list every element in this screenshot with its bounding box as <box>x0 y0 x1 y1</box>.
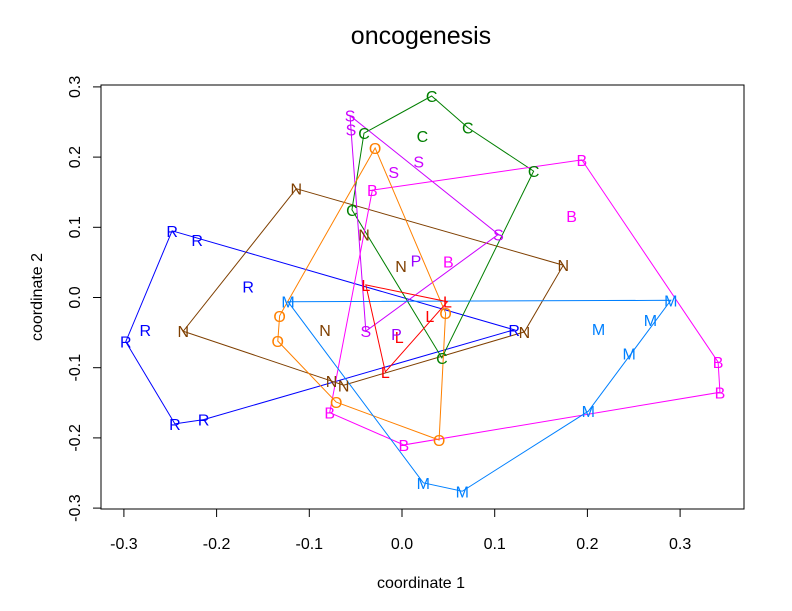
point-R: R <box>242 279 254 296</box>
point-P: P <box>411 253 422 270</box>
point-S: S <box>413 154 424 171</box>
point-S: S <box>345 109 356 126</box>
y-tick-label: 0.2 <box>67 146 84 168</box>
point-M: M <box>592 322 605 339</box>
point-O: O <box>273 309 285 326</box>
point-N: N <box>291 182 303 199</box>
hull-C <box>351 95 535 359</box>
x-tick-label: 0.1 <box>484 536 506 553</box>
point-O: O <box>272 334 284 351</box>
point-L: L <box>425 309 434 326</box>
y-tick-label: -0.3 <box>67 494 84 522</box>
point-N: N <box>358 227 370 244</box>
point-B: B <box>324 406 335 423</box>
point-O: O <box>330 395 342 412</box>
hull-S <box>349 114 500 333</box>
hull-N <box>182 188 565 386</box>
point-P: P <box>391 327 402 344</box>
point-O: O <box>369 141 381 158</box>
point-L: L <box>381 365 390 382</box>
point-N: N <box>519 325 531 342</box>
y-axis: -0.3 -0.2 -0.1 0.0 0.1 0.2 0.3 <box>67 76 101 522</box>
point-S: S <box>493 227 504 244</box>
hull-O <box>277 146 447 441</box>
point-N: N <box>177 324 189 341</box>
point-R: R <box>191 233 203 250</box>
point-B: B <box>399 438 410 455</box>
y-axis-label: coordinate 2 <box>29 253 46 341</box>
point-S: S <box>346 123 357 140</box>
point-S: S <box>388 165 399 182</box>
point-M: M <box>664 293 677 310</box>
point-R: R <box>120 335 132 352</box>
point-M: M <box>456 484 469 501</box>
x-tick-label: 0.2 <box>576 536 598 553</box>
point-B: B <box>443 255 454 272</box>
y-tick-label: 0.0 <box>67 286 84 308</box>
hull-M <box>286 299 672 492</box>
point-N: N <box>395 259 407 276</box>
hull-lines <box>125 95 721 492</box>
hull-B <box>329 159 721 446</box>
point-M: M <box>644 313 657 330</box>
point-R: R <box>198 413 210 430</box>
y-tick-label: 0.3 <box>67 76 84 98</box>
point-M: M <box>417 476 430 493</box>
point-N: N <box>326 374 338 391</box>
point-L: L <box>361 278 370 295</box>
x-tick-label: 0.3 <box>669 536 691 553</box>
point-C: C <box>358 126 370 143</box>
hull-R <box>125 230 516 425</box>
hull-L <box>365 284 449 373</box>
point-R: R <box>508 323 520 340</box>
x-tick-label: -0.3 <box>110 536 138 553</box>
y-tick-label: -0.1 <box>67 354 84 382</box>
point-M: M <box>281 295 294 312</box>
point-C: C <box>462 121 474 138</box>
point-C: C <box>436 351 448 368</box>
point-R: R <box>166 224 178 241</box>
point-R: R <box>139 323 151 340</box>
x-tick-label: 0.0 <box>391 536 413 553</box>
point-M: M <box>582 404 595 421</box>
point-C: C <box>346 203 358 220</box>
point-B: B <box>577 153 588 170</box>
point-B: B <box>713 355 724 372</box>
point-N: N <box>558 258 570 275</box>
point-B: B <box>566 209 577 226</box>
point-N: N <box>319 323 331 340</box>
point-L: L <box>395 330 404 347</box>
point-O: O <box>433 433 445 450</box>
point-C: C <box>528 164 540 181</box>
x-tick-label: -0.2 <box>203 536 231 553</box>
point-O: O <box>439 306 451 323</box>
x-tick-label: -0.1 <box>296 536 324 553</box>
chart-title: oncogenesis <box>351 22 491 50</box>
point-C: C <box>417 129 429 146</box>
x-axis: -0.3 -0.2 -0.1 0.0 0.1 0.2 0.3 <box>110 509 691 553</box>
point-B: B <box>367 183 378 200</box>
point-S: S <box>361 324 372 341</box>
y-tick-label: -0.2 <box>67 424 84 452</box>
point-R: R <box>169 417 181 434</box>
y-tick-label: 0.1 <box>67 216 84 238</box>
x-axis-label: coordinate 1 <box>377 575 465 592</box>
point-L: L <box>443 295 452 312</box>
point-N: N <box>338 378 350 395</box>
point-C: C <box>426 89 438 106</box>
point-M: M <box>622 347 635 364</box>
point-B: B <box>715 385 726 402</box>
